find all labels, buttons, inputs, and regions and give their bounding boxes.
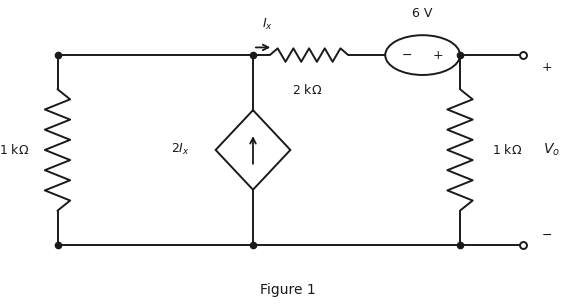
- Text: $I_x$: $I_x$: [262, 17, 273, 32]
- Text: Figure 1: Figure 1: [260, 283, 315, 297]
- Text: 1 k$\Omega$: 1 k$\Omega$: [0, 143, 29, 157]
- Text: −: −: [542, 229, 552, 242]
- Text: $V_o$: $V_o$: [543, 142, 561, 158]
- Text: 1 k$\Omega$: 1 k$\Omega$: [492, 143, 522, 157]
- Text: 2 k$\Omega$: 2 k$\Omega$: [293, 83, 323, 97]
- Text: +: +: [433, 49, 443, 62]
- Text: +: +: [542, 61, 552, 74]
- Text: $2I_x$: $2I_x$: [171, 142, 190, 158]
- Text: 6 V: 6 V: [412, 7, 433, 20]
- Text: −: −: [402, 49, 412, 62]
